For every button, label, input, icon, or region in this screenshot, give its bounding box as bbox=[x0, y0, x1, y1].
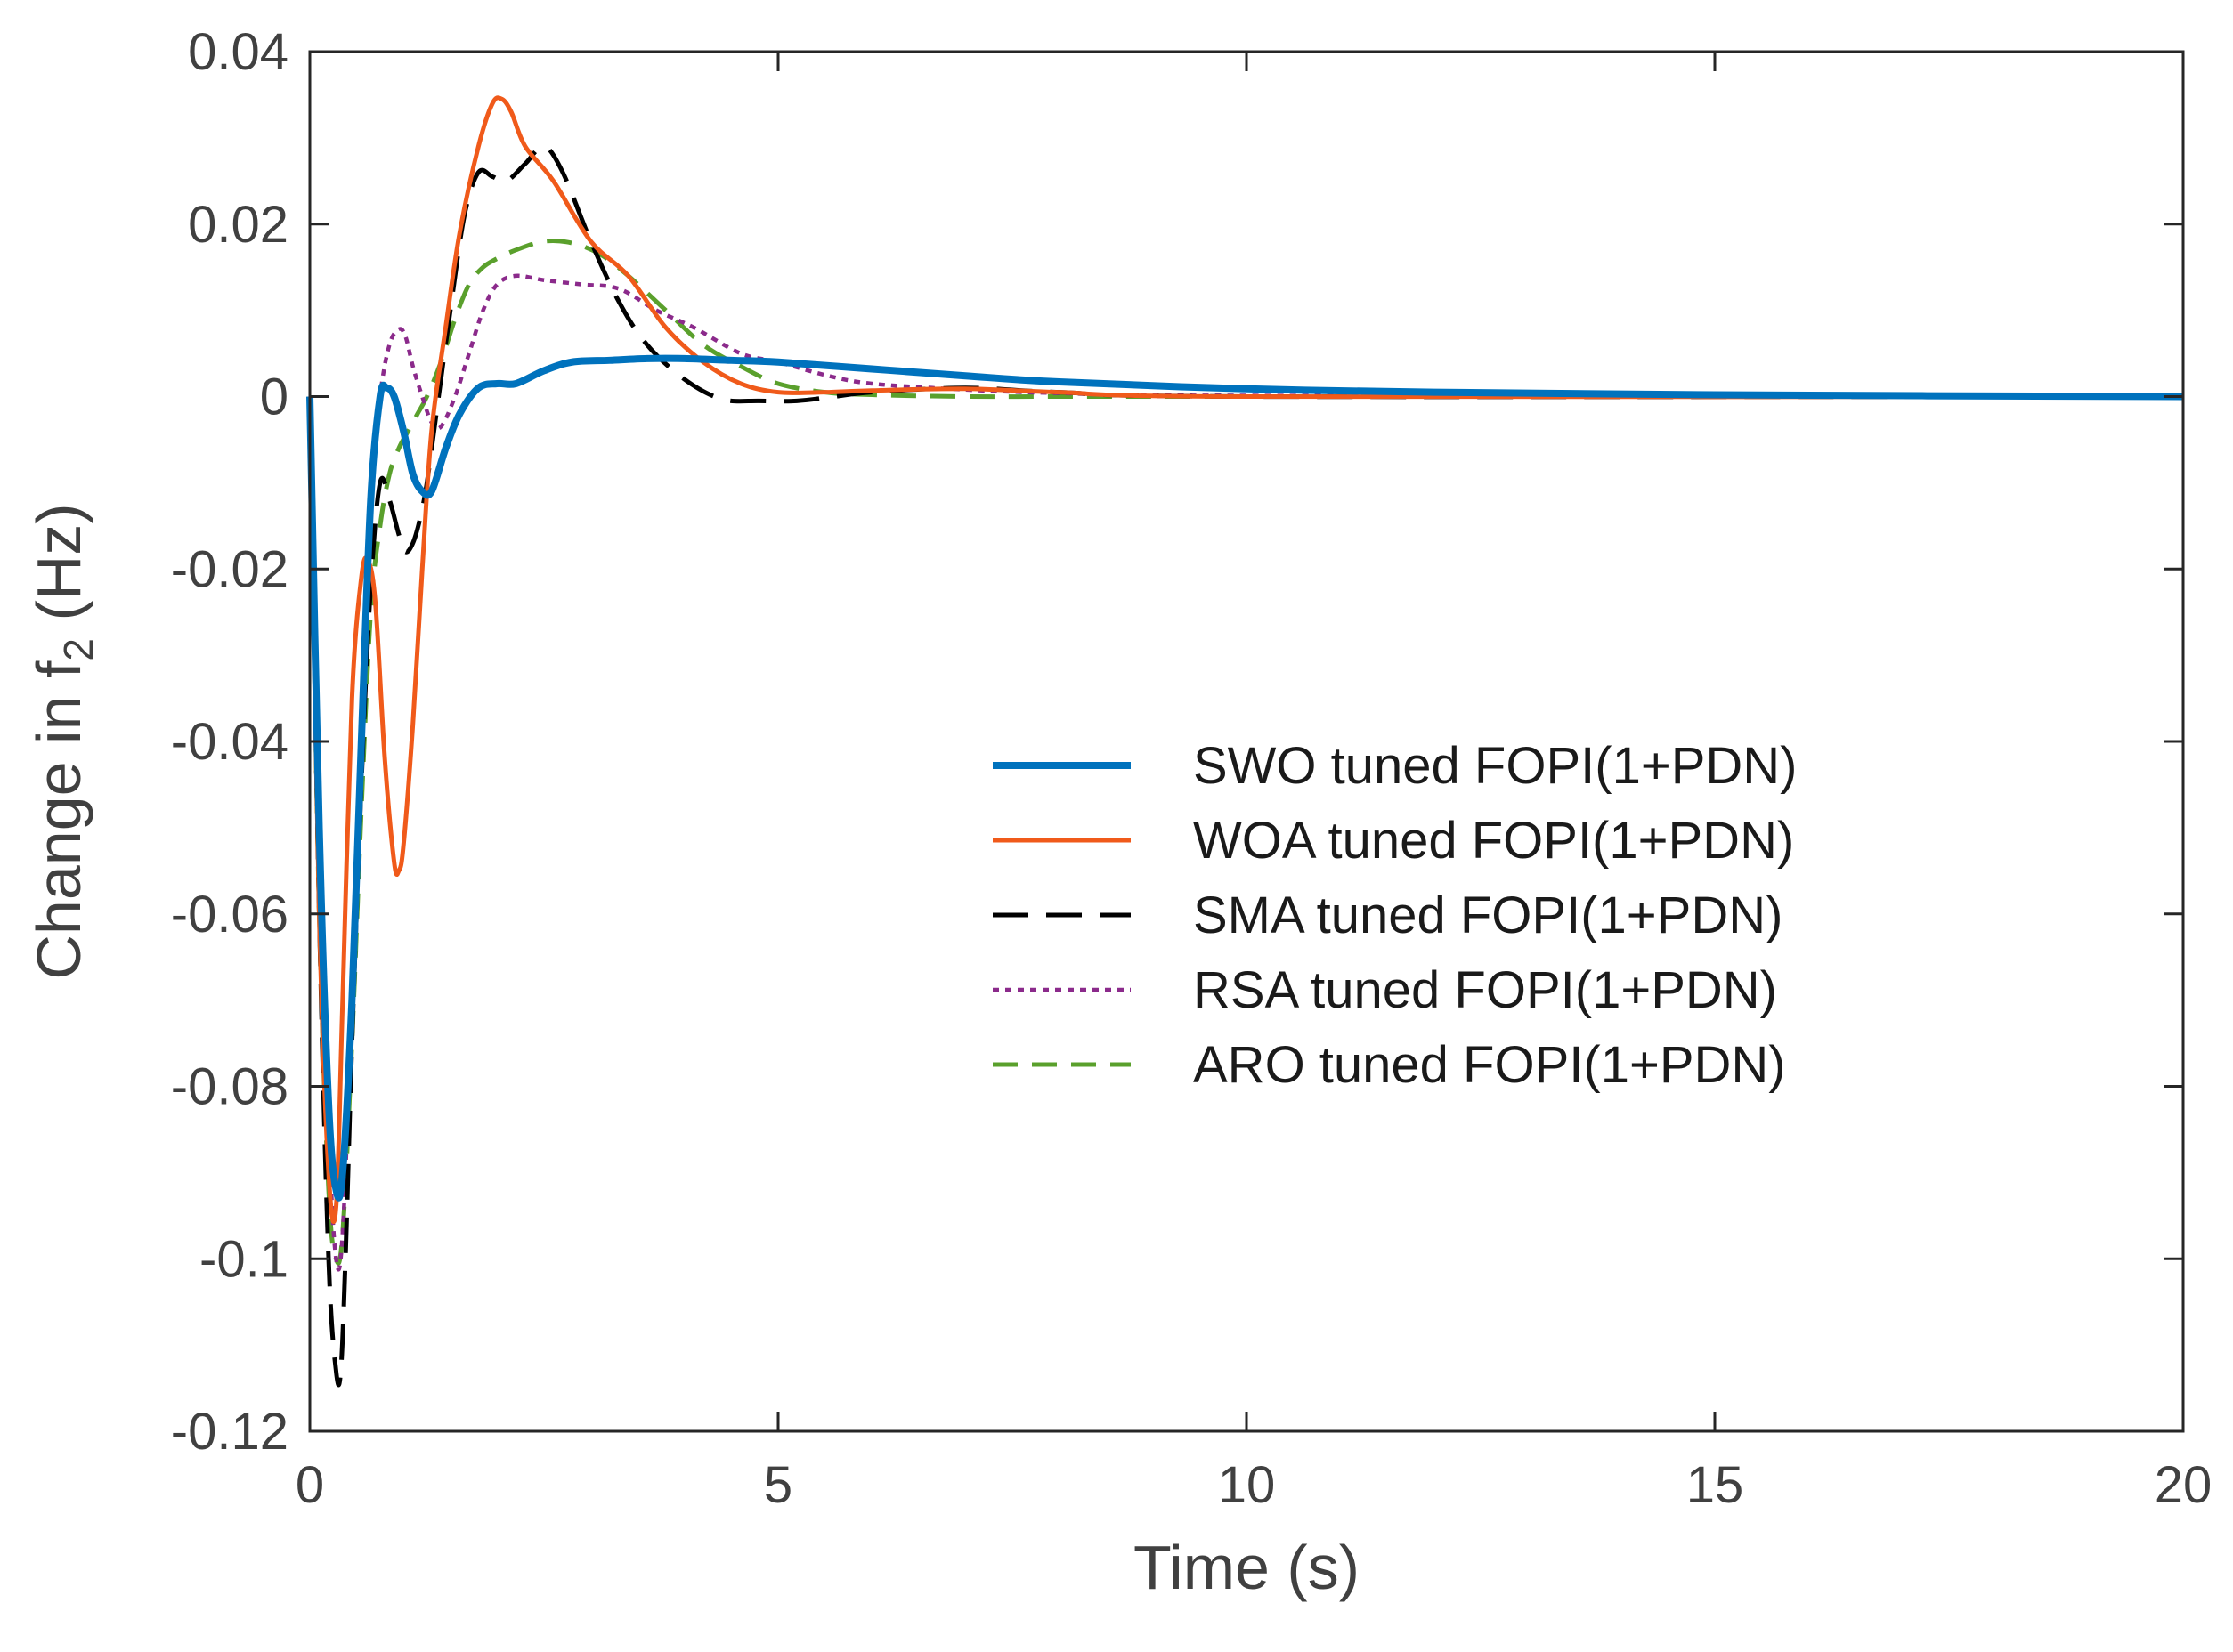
y-tick-label: -0.02 bbox=[171, 540, 288, 598]
series-layer bbox=[306, 95, 2184, 1388]
y-tick-label: -0.06 bbox=[171, 886, 288, 943]
y-tick-label: 0.02 bbox=[188, 196, 288, 254]
x-tick-label: 10 bbox=[1218, 1456, 1276, 1514]
y-tick-label: 0.04 bbox=[188, 23, 288, 81]
x-tick-label: 5 bbox=[764, 1456, 792, 1514]
x-tick-label: 20 bbox=[2155, 1456, 2213, 1514]
legend: SWO tuned FOPI(1+PDN) WOA tuned FOPI(1+PD… bbox=[962, 694, 1941, 1113]
tick-layer: 0 5 10 15 20 0.04 0.02 0 -0.02 -0.04 -0.06 -0.08 -0.… bbox=[171, 23, 2212, 1514]
legend-label: WOA tuned FOPI(1+PDN) bbox=[1193, 812, 1794, 870]
y-tick-label: -0.08 bbox=[171, 1058, 288, 1116]
y-axis-label: Change in f2 (Hz) bbox=[24, 503, 102, 979]
legend-label: SWO tuned FOPI(1+PDN) bbox=[1193, 737, 1797, 795]
series-line-woa bbox=[307, 95, 2184, 1225]
legend-label: RSA tuned FOPI(1+PDN) bbox=[1193, 961, 1777, 1019]
y-tick-label: -0.1 bbox=[199, 1230, 288, 1288]
x-tick-label: 0 bbox=[296, 1456, 324, 1514]
y-tick-label: -0.04 bbox=[171, 713, 288, 771]
y-tick-label: 0 bbox=[260, 368, 288, 426]
legend-label: ARO tuned FOPI(1+PDN) bbox=[1193, 1036, 1786, 1094]
x-tick-label: 15 bbox=[1686, 1456, 1744, 1514]
series-line-swo bbox=[306, 354, 2184, 1202]
x-axis-label: Time (s) bbox=[1133, 1533, 1360, 1602]
y-tick-label: -0.12 bbox=[171, 1403, 288, 1461]
legend-label: SMA tuned FOPI(1+PDN) bbox=[1193, 887, 1782, 944]
series-line-rsa bbox=[307, 273, 2184, 1272]
